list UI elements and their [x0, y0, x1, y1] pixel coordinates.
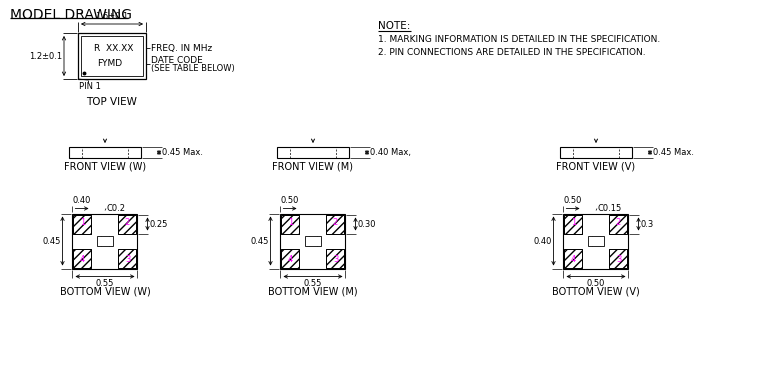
Text: 1: 1	[571, 217, 576, 226]
Bar	[118, 249, 136, 268]
Bar	[327, 214, 345, 233]
Bar	[327, 214, 345, 233]
Text: 3: 3	[616, 256, 621, 265]
Text: 0.40: 0.40	[533, 237, 552, 245]
Bar	[73, 249, 92, 268]
Text: FRONT VIEW (W): FRONT VIEW (W)	[64, 161, 146, 171]
Bar	[73, 214, 92, 233]
Text: FRONT VIEW (M): FRONT VIEW (M)	[272, 161, 353, 171]
Text: BOTTOM VIEW (V): BOTTOM VIEW (V)	[552, 287, 640, 296]
Text: TOP VIEW: TOP VIEW	[86, 97, 138, 107]
Text: BOTTOM VIEW (W): BOTTOM VIEW (W)	[60, 287, 150, 296]
Bar	[588, 236, 604, 246]
Text: 0.55: 0.55	[96, 279, 114, 287]
Bar	[81, 36, 143, 76]
Bar	[565, 214, 583, 233]
Text: 0.45: 0.45	[42, 237, 61, 245]
Text: 1. MARKING INFORMATION IS DETAILED IN THE SPECIFICATION.: 1. MARKING INFORMATION IS DETAILED IN TH…	[378, 35, 661, 44]
Bar	[609, 214, 628, 233]
Text: 0.30: 0.30	[358, 219, 376, 228]
Bar	[609, 249, 628, 268]
Bar	[73, 249, 92, 268]
Bar	[565, 249, 583, 268]
Text: 0.45: 0.45	[250, 237, 268, 245]
Text: MODEL DRAWING: MODEL DRAWING	[10, 8, 132, 22]
Text: 0.40: 0.40	[72, 196, 91, 205]
Text: 4: 4	[571, 256, 576, 265]
Text: 0.50: 0.50	[563, 196, 582, 205]
Text: 2: 2	[616, 217, 621, 226]
Text: (SEE TABLE BELOW): (SEE TABLE BELOW)	[151, 64, 235, 73]
Bar	[563, 214, 629, 268]
Text: 0.40 Max,: 0.40 Max,	[370, 148, 411, 157]
Text: NOTE:: NOTE:	[378, 21, 410, 31]
Text: FREQ. IN MHz: FREQ. IN MHz	[151, 44, 212, 53]
Bar	[277, 147, 349, 158]
Text: 2. PIN CONNECTIONS ARE DETAILED IN THE SPECIFICATION.: 2. PIN CONNECTIONS ARE DETAILED IN THE S…	[378, 48, 646, 57]
Bar	[97, 236, 113, 246]
Bar	[305, 236, 321, 246]
Bar	[78, 33, 146, 79]
Bar	[560, 147, 632, 158]
Text: 0.50: 0.50	[281, 196, 299, 205]
Text: 2: 2	[125, 217, 130, 226]
Text: BOTTOM VIEW (M): BOTTOM VIEW (M)	[268, 287, 358, 296]
Text: 1.6±0.1: 1.6±0.1	[96, 12, 128, 21]
Text: 4: 4	[80, 256, 85, 265]
Bar	[609, 214, 628, 233]
Bar	[565, 249, 583, 268]
Text: C0.2: C0.2	[107, 204, 126, 213]
Bar	[73, 214, 92, 233]
Bar	[118, 214, 136, 233]
Text: 1: 1	[80, 217, 85, 226]
Text: 0.45 Max.: 0.45 Max.	[653, 148, 694, 157]
Text: 1.2±0.1: 1.2±0.1	[29, 51, 62, 61]
Text: 0.25: 0.25	[149, 219, 168, 228]
Bar	[565, 214, 583, 233]
Bar	[609, 249, 628, 268]
Text: FYMD: FYMD	[97, 59, 123, 68]
Bar	[118, 214, 136, 233]
Bar	[282, 214, 300, 233]
Text: R  XX.XX: R XX.XX	[94, 44, 134, 53]
Text: C0.15: C0.15	[598, 204, 622, 213]
Text: 0.3: 0.3	[640, 219, 654, 228]
Text: 3: 3	[124, 256, 130, 265]
Bar	[282, 249, 300, 268]
Bar	[327, 249, 345, 268]
Bar	[281, 214, 345, 268]
Text: 0.55: 0.55	[304, 279, 322, 287]
Bar	[69, 147, 141, 158]
Text: PIN 1: PIN 1	[79, 82, 101, 91]
Text: 3: 3	[333, 256, 338, 265]
Text: 0.45 Max.: 0.45 Max.	[162, 148, 203, 157]
Text: DATE CODE: DATE CODE	[151, 56, 203, 65]
Text: 4: 4	[288, 256, 293, 265]
Bar	[282, 249, 300, 268]
Text: 1: 1	[288, 217, 293, 226]
Text: 2: 2	[333, 217, 338, 226]
Bar	[118, 249, 136, 268]
Text: 0.50: 0.50	[587, 279, 605, 287]
Bar	[72, 214, 138, 268]
Bar	[327, 249, 345, 268]
Bar	[282, 214, 300, 233]
Text: FRONT VIEW (V): FRONT VIEW (V)	[556, 161, 636, 171]
